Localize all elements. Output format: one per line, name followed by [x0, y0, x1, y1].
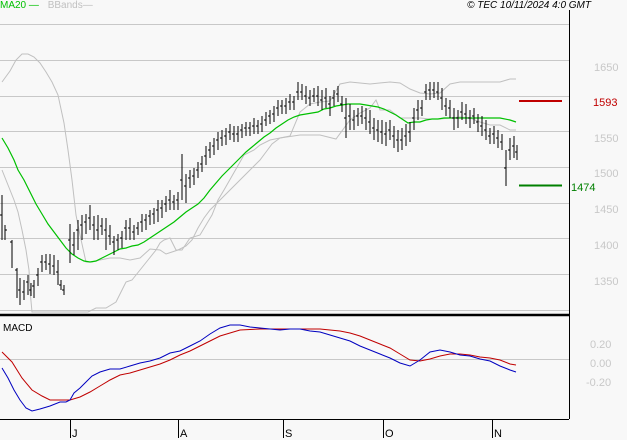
resistance-label: 1593 — [593, 97, 617, 109]
price-bars — [0, 82, 518, 305]
price-gridlines — [0, 60, 569, 311]
bband-lower-line — [1, 98, 516, 313]
macd-signal-line — [1, 328, 517, 401]
x-label-aug: A — [180, 428, 188, 440]
y-label-1650: 1650 — [594, 62, 618, 74]
x-label-sep: S — [285, 428, 292, 440]
y-label-1450: 1450 — [594, 204, 618, 216]
y-label-1350: 1350 — [594, 276, 618, 288]
y-label-1400: 1400 — [594, 240, 618, 252]
macd-y-label-neg0.20: -0.20 — [586, 377, 611, 389]
ma20-line — [1, 103, 517, 263]
chart-legend: MA20 — BBands— — [0, 0, 93, 12]
macd-y-label-0.00: 0.00 — [590, 358, 611, 370]
macd-title: MACD — [3, 323, 32, 334]
macd-y-label-0.20: 0.20 — [590, 339, 611, 351]
legend-bbands: BBands— — [47, 0, 93, 11]
macd-line — [1, 324, 517, 412]
bband-upper-line — [1, 53, 516, 263]
legend-ma20: MA20 — — [0, 0, 39, 11]
x-axis-ticks — [70, 420, 493, 438]
copyright-timestamp: © TEC 10/11/2024 4:0 GMT — [467, 0, 591, 11]
y-label-1500: 1500 — [594, 168, 618, 180]
x-label-nov: N — [494, 428, 502, 440]
y-label-1550: 1550 — [594, 133, 618, 145]
x-label-oct: O — [385, 428, 394, 440]
x-label-jul: J — [72, 428, 78, 440]
support-label: 1474 — [571, 182, 595, 194]
